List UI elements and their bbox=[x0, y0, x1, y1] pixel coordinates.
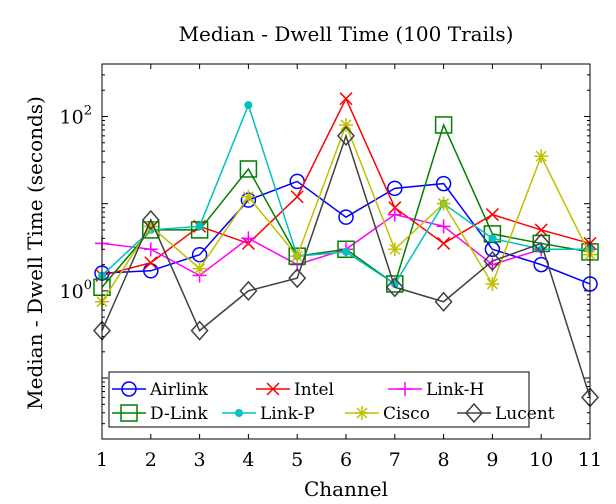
legend-entry: Intel bbox=[256, 380, 334, 400]
x-tick-label: 9 bbox=[486, 449, 498, 471]
marker-plus bbox=[398, 382, 412, 396]
legend-label: Airlink bbox=[149, 380, 209, 400]
legend-entry: Lucent bbox=[457, 402, 555, 424]
marker-square bbox=[434, 116, 453, 134]
marker-x bbox=[339, 92, 353, 106]
marker-x bbox=[485, 208, 499, 222]
marker-x bbox=[290, 190, 304, 204]
series-lucent bbox=[92, 125, 600, 408]
marker-square bbox=[120, 404, 138, 422]
marker-plus bbox=[436, 219, 451, 234]
chart-title: Median - Dwell Time (100 Trails) bbox=[179, 22, 514, 46]
marker-diamond bbox=[190, 320, 209, 341]
series-cisco bbox=[95, 117, 597, 309]
series-line bbox=[101, 133, 591, 398]
legend-label: Link-H bbox=[426, 380, 484, 400]
plot-frame bbox=[101, 63, 591, 440]
marker-square bbox=[190, 221, 209, 239]
marker-star bbox=[355, 406, 369, 420]
marker-x bbox=[534, 223, 548, 237]
marker-star bbox=[339, 117, 353, 132]
y-tick-base: 10 bbox=[60, 106, 84, 128]
marker-diamond bbox=[385, 277, 404, 298]
x-tick-label: 10 bbox=[529, 449, 553, 471]
y-tick-base: 10 bbox=[60, 281, 84, 303]
marker-diamond bbox=[434, 291, 453, 312]
legend: Airlink Intel Link-H D-Link Link-P Cisco Lucen… bbox=[108, 371, 555, 428]
x-tick-label: 8 bbox=[438, 449, 450, 471]
series-line bbox=[101, 180, 591, 285]
marker-x bbox=[266, 382, 280, 396]
marker-circle bbox=[435, 175, 452, 192]
y-tick-label: 100 bbox=[60, 278, 92, 303]
marker-dot bbox=[195, 222, 204, 231]
x-tick-label: 1 bbox=[96, 449, 108, 471]
marker-dot bbox=[244, 101, 253, 110]
legend-label: Cisco bbox=[383, 404, 430, 424]
marker-circle bbox=[121, 381, 137, 397]
marker-square bbox=[386, 275, 404, 293]
marker-square bbox=[239, 160, 258, 178]
marker-diamond bbox=[483, 250, 502, 272]
y-tick-exp: 2 bbox=[84, 103, 92, 118]
marker-star bbox=[241, 189, 256, 204]
marker-diamond bbox=[532, 233, 551, 254]
legend-box bbox=[108, 371, 530, 428]
marker-diamond bbox=[336, 125, 356, 146]
y-tick-exp: 0 bbox=[84, 278, 92, 293]
marker-plus bbox=[241, 231, 256, 246]
x-tick-label: 11 bbox=[578, 449, 602, 471]
series-layer bbox=[92, 92, 600, 408]
marker-plus bbox=[387, 207, 402, 222]
x-tick-label: 2 bbox=[145, 449, 157, 471]
legend-label: D-Link bbox=[150, 404, 208, 424]
marker-star bbox=[485, 276, 500, 291]
y-tick-label: 102 bbox=[60, 103, 92, 128]
marker-dot bbox=[488, 234, 497, 243]
legend-entry: Link-P bbox=[222, 404, 315, 424]
x-tick-label: 3 bbox=[194, 449, 206, 471]
x-tick-label: 4 bbox=[242, 449, 254, 471]
marker-star bbox=[534, 149, 549, 164]
y-axis-label: Median - Dwell Time (seconds) bbox=[23, 96, 47, 410]
marker-star bbox=[436, 196, 451, 211]
marker-x bbox=[144, 256, 158, 270]
marker-plus bbox=[143, 242, 158, 257]
series-airlink bbox=[94, 173, 598, 292]
marker-dot bbox=[342, 247, 350, 256]
marker-star bbox=[192, 261, 207, 276]
marker-diamond bbox=[464, 402, 484, 424]
marker-star bbox=[143, 219, 158, 234]
legend-label: Lucent bbox=[495, 404, 555, 424]
marker-star bbox=[387, 242, 402, 257]
x-axis-label: Channel bbox=[304, 477, 388, 501]
x-tick-label: 7 bbox=[389, 449, 401, 471]
marker-circle bbox=[338, 209, 354, 225]
legend-label: Intel bbox=[294, 380, 334, 400]
marker-diamond bbox=[288, 267, 307, 289]
marker-square bbox=[337, 240, 355, 259]
legend-label: Link-P bbox=[260, 404, 315, 424]
legend-entry: D-Link bbox=[112, 404, 208, 424]
legend-entry: Link-H bbox=[388, 380, 484, 400]
marker-diamond bbox=[141, 209, 160, 231]
marker-circle bbox=[387, 180, 403, 197]
marker-star bbox=[290, 249, 305, 264]
marker-dot bbox=[235, 409, 243, 417]
legend-entry: Cisco bbox=[345, 404, 430, 424]
marker-x bbox=[437, 236, 451, 250]
marker-diamond bbox=[239, 280, 258, 301]
x-tick-label: 5 bbox=[291, 449, 303, 471]
legend-entry: Airlink bbox=[112, 380, 209, 400]
x-tick-label: 6 bbox=[340, 449, 352, 471]
